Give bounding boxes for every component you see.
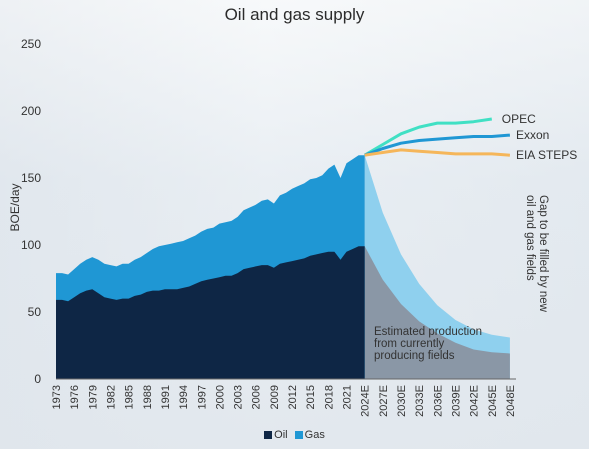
forecast-oil-area (364, 246, 510, 379)
legend: Oil Gas (0, 429, 589, 441)
line-label-eia-steps: EIA STEPS (516, 148, 577, 162)
x-tick-label: 1991 (160, 385, 172, 409)
x-tick-label: 2045E (487, 385, 499, 417)
y-tick-label: 0 (34, 372, 41, 386)
y-tick-label: 100 (21, 238, 41, 252)
y-tick-label: 200 (21, 104, 41, 118)
x-tick-label: 2036E (432, 385, 444, 417)
oil-area (56, 246, 365, 379)
y-tick-label: 250 (21, 37, 41, 51)
x-tick-label: 2033E (414, 385, 426, 417)
x-tick-label: 2030E (396, 385, 408, 417)
line-eia-steps (364, 148, 511, 157)
annotation-estimated-production: from currently (374, 338, 445, 350)
x-tick-label: 2012 (287, 385, 299, 409)
y-axis-label: BOE/day (8, 183, 22, 231)
annotation-estimated-production: producing fields (374, 350, 455, 362)
x-tick-label: 1973 (51, 385, 63, 409)
x-tick-label: 1982 (106, 385, 118, 409)
line-label-opec: OPEC (502, 112, 536, 126)
x-tick-label: 2048E (505, 385, 517, 417)
line-label-exxon: Exxon (516, 128, 549, 142)
x-tick-label: 2018 (323, 385, 335, 409)
x-tick-label: 2000 (214, 385, 226, 409)
x-tick-label: 2042E (469, 385, 481, 417)
x-tick-label: 2024E (360, 385, 372, 417)
legend-label-gas: Gas (304, 429, 325, 441)
legend-swatch-gas (294, 431, 303, 439)
x-tick-label: 1994 (178, 385, 190, 409)
annotation-estimated-production: Estimated production (374, 326, 482, 338)
annotation-gap: oil and gas fields (524, 195, 536, 281)
legend-swatch-oil (264, 431, 273, 439)
annotation-gap: Gap to be filled by new (537, 195, 549, 313)
x-tick-label: 2006 (251, 385, 263, 409)
x-tick-label: 2021 (342, 385, 354, 409)
x-tick-label: 1997 (196, 385, 208, 409)
line-exxon (364, 133, 511, 157)
x-tick-label: 1979 (87, 385, 99, 409)
y-tick-label: 50 (28, 305, 42, 319)
chart-title: Oil and gas supply (224, 5, 365, 24)
x-tick-label: 1988 (142, 385, 154, 409)
legend-item-gas: Gas (294, 429, 325, 441)
x-tick-label: 2015 (305, 385, 317, 409)
x-tick-label: 2003 (233, 385, 245, 409)
x-tick-label: 2027E (378, 385, 390, 417)
x-tick-label: 1976 (69, 385, 81, 409)
x-tick-label: 2009 (269, 385, 281, 409)
x-tick-label: 1985 (124, 385, 136, 409)
x-tick-label: 2039E (451, 385, 463, 417)
legend-label-oil: Oil (274, 429, 288, 441)
line-opec (363, 117, 493, 157)
y-tick-label: 150 (21, 171, 41, 185)
legend-item-oil: Oil (264, 429, 288, 441)
